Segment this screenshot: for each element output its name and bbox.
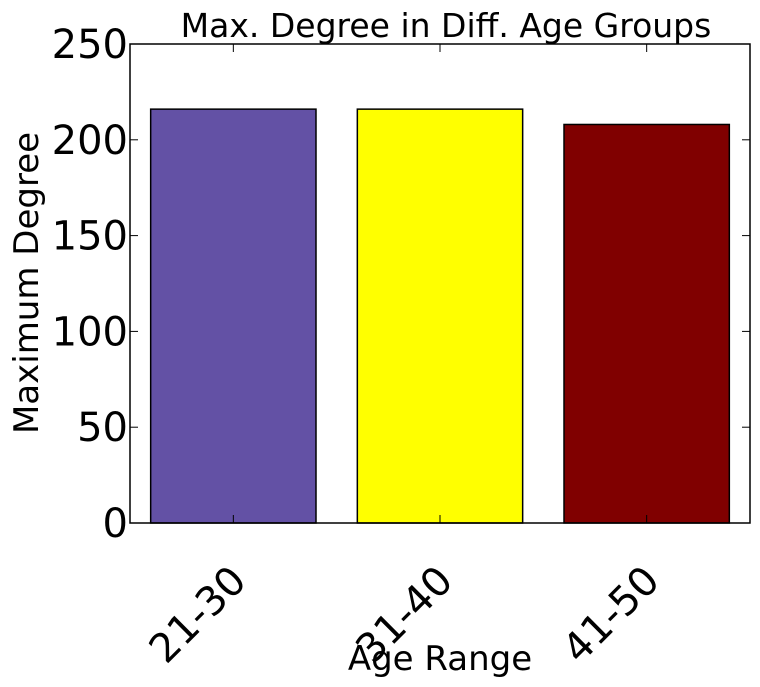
- x-tick-label: 21-30: [141, 558, 256, 673]
- plot-area-frame: [129, 43, 751, 524]
- bar-21-30: [149, 108, 317, 524]
- y-tick-label: 0: [103, 501, 128, 547]
- y-tick-label: 50: [77, 405, 128, 451]
- bars-layer: [149, 108, 731, 524]
- x-tick-label: 41-50: [554, 558, 669, 673]
- y-tick-label: 100: [52, 309, 128, 355]
- bar-31-40: [356, 108, 524, 524]
- y-tick-label: 200: [52, 118, 128, 164]
- y-axis-title: Maximum Degree: [7, 132, 47, 434]
- bar-41-50: [563, 123, 731, 524]
- y-tick-label: 250: [52, 22, 128, 68]
- chart-title: Max. Degree in Diff. Age Groups: [181, 6, 712, 45]
- y-tick-label: 150: [52, 214, 128, 260]
- x-axis-title: Age Range: [348, 639, 532, 679]
